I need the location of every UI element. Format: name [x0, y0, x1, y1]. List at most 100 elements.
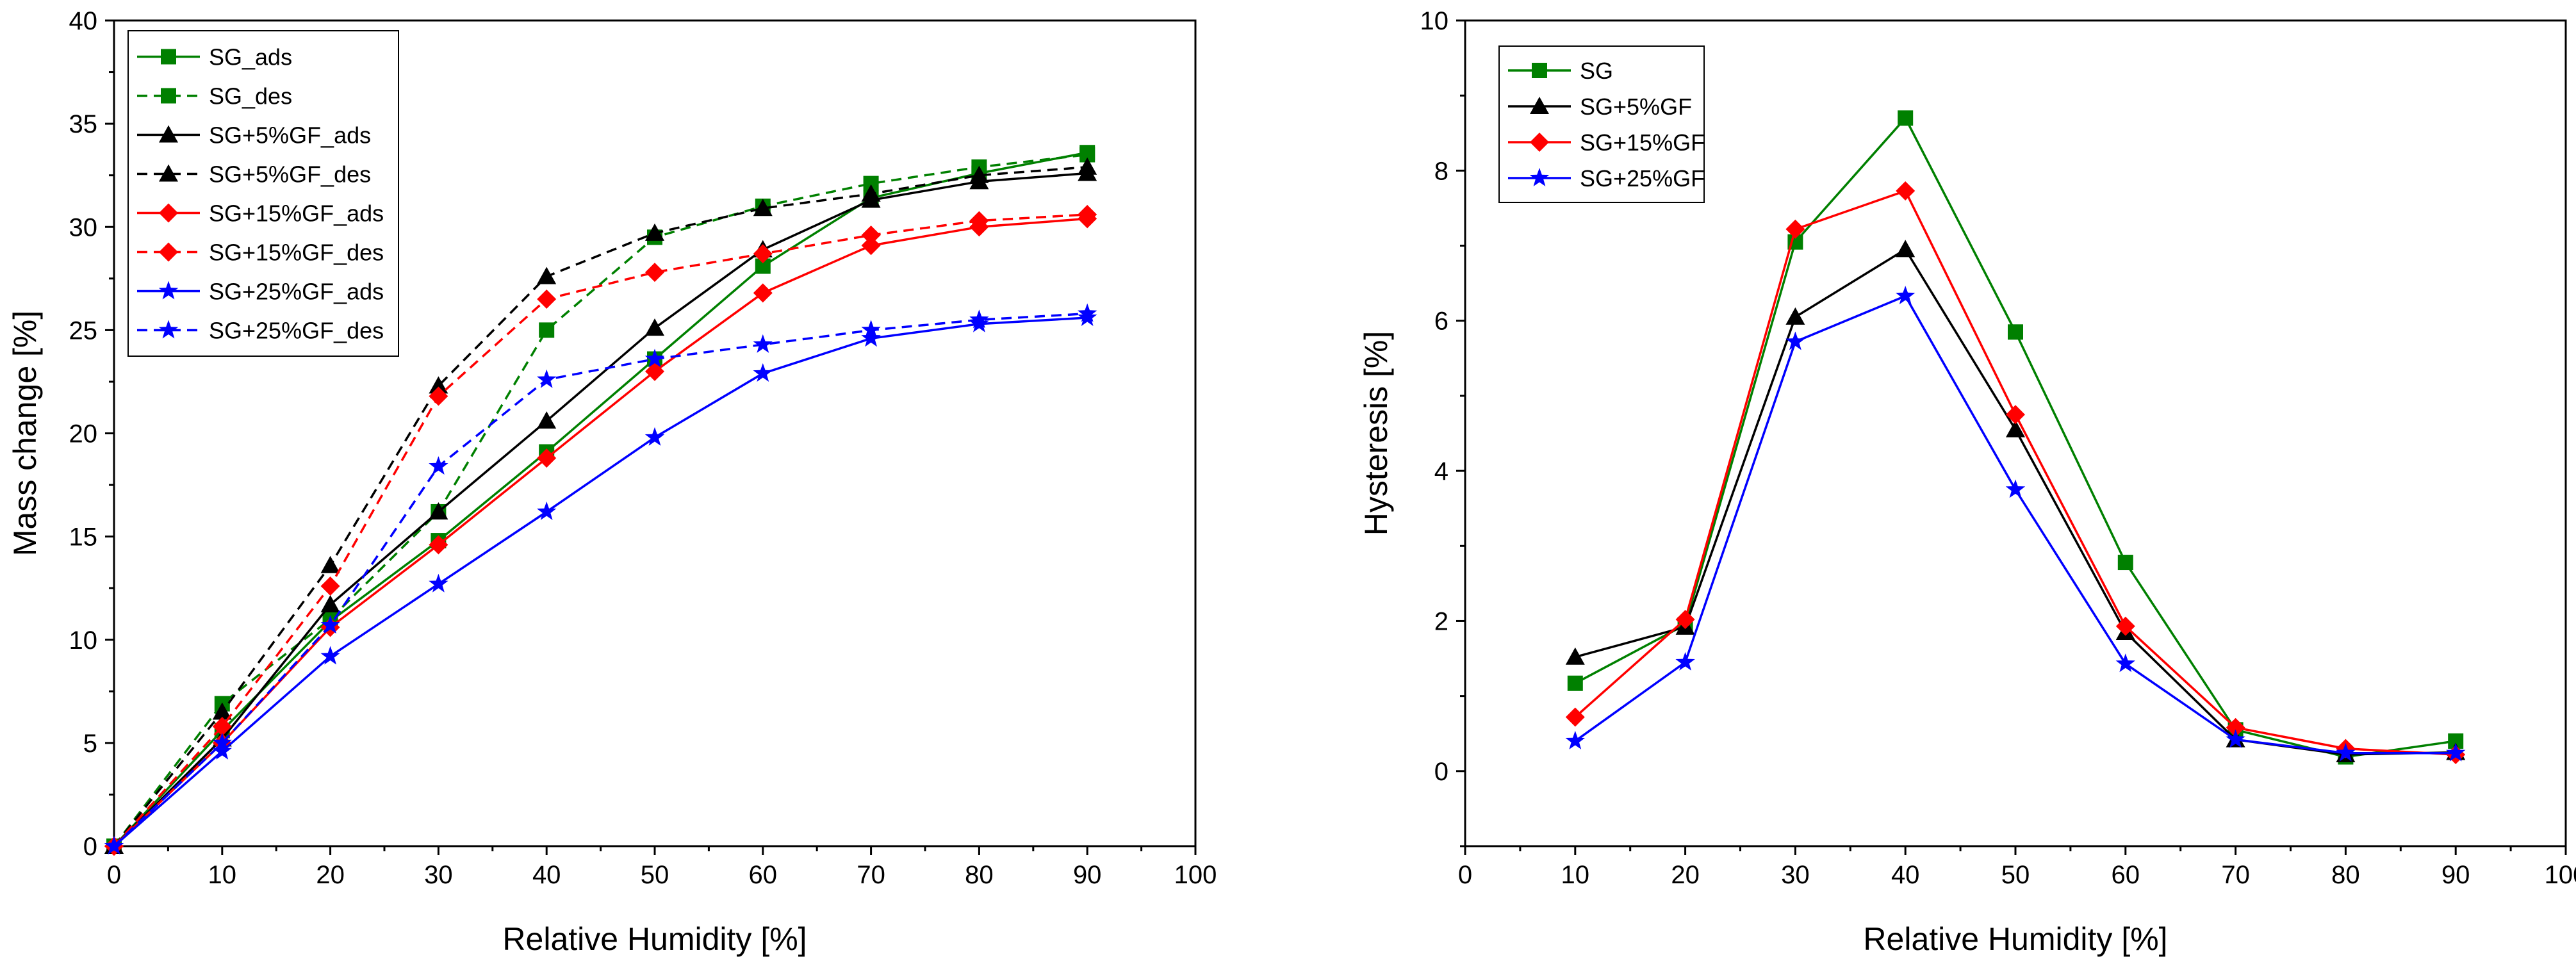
series-line-sg-5pctgf-ads — [113, 172, 1088, 847]
legend: SG SG+5%GF SG+15%GF SG+25%GF — [1498, 45, 1705, 203]
data-point-sg-15pctgf — [1785, 219, 1805, 239]
data-point-sg-5pctgf — [1896, 240, 1916, 258]
data-point-sg-25pctgf — [2005, 479, 2026, 498]
legend-marker-sg-5pctgf-des — [159, 164, 178, 182]
data-point-sg-5pctgf-ads — [429, 502, 448, 519]
data-point-sg-15pctgf-ads — [753, 283, 773, 303]
data-point-sg-25pctgf-des — [644, 348, 665, 368]
data-point-sg-25pctgf-ads — [644, 427, 665, 446]
series-line-sg-15pctgf — [1574, 189, 2456, 756]
data-point-sg-25pctgf — [2226, 729, 2245, 748]
legend: SG_ads SG_des SG+5%GF_ads SG+5%GF_des SG+15%… — [127, 30, 399, 357]
y-tick-label: 40 — [69, 7, 98, 35]
legend-label-sg-5pctgf: SG+5%GF — [1580, 94, 1692, 120]
legend-marker-sg-25pctgf-des — [158, 320, 179, 339]
data-point-sg-des — [539, 322, 555, 338]
data-point-sg-25pctgf — [1896, 286, 1916, 304]
x-tick-label: 50 — [2001, 861, 2030, 889]
data-point-sg-25pctgf-ads — [320, 646, 340, 665]
data-point-sg-25pctgf-ads — [861, 328, 881, 347]
data-point-sg-15pctgf-des — [537, 290, 557, 309]
legend-label-sg-25pctgf: SG+25%GF — [1580, 165, 1705, 192]
data-point-sg-25pctgf — [2336, 742, 2356, 762]
data-point-sg-25pctgf-ads — [212, 740, 232, 760]
legend-label-sg-15pctgf-des: SG+15%GF_des — [209, 240, 384, 266]
data-point-sg-25pctgf-ads — [753, 363, 773, 382]
y-tick-label: 10 — [69, 626, 98, 655]
legend-marker-sg-25pctgf-ads — [158, 281, 179, 300]
x-tick-label: 70 — [857, 861, 885, 889]
data-point-sg-5pctgf-ads — [645, 318, 664, 336]
series-sg-15pctgf — [1565, 181, 2466, 765]
data-point-sg-5pctgf-des — [861, 184, 881, 202]
y-tick-label: 20 — [69, 420, 98, 448]
data-point-sg-15pctgf — [2226, 717, 2245, 737]
series-line-sg-5pctgf-des — [113, 166, 1088, 847]
data-point-sg-15pctgf — [1565, 707, 1585, 727]
legend-label-sg-15pctgf-ads: SG+15%GF_ads — [209, 200, 384, 227]
y-tick-label: 0 — [83, 833, 97, 861]
legend-label-sg-15pctgf: SG+15%GF — [1580, 129, 1705, 156]
series-sg-25pctgf-des — [104, 303, 1097, 854]
data-point-sg-15pctgf-des — [753, 244, 773, 264]
data-point-sg-25pctgf — [2446, 742, 2466, 762]
x-tick-label: 60 — [749, 861, 778, 889]
legend-marker-sg-15pctgf-ads — [159, 203, 178, 223]
data-point-sg-25pctgf-ads — [429, 573, 448, 593]
x-tick-label: 90 — [2441, 861, 2470, 889]
data-point-sg-25pctgf-des — [969, 309, 989, 329]
data-point-sg-25pctgf-des — [212, 732, 232, 751]
data-point-sg — [2008, 324, 2023, 340]
data-point-sg-15pctgf-des — [861, 225, 881, 245]
legend-marker-sg-des — [161, 88, 176, 104]
data-point-sg-25pctgf — [1675, 651, 1695, 671]
data-point-sg-15pctgf — [2115, 616, 2135, 636]
series-line-sg — [1574, 116, 2456, 758]
data-point-sg-15pctgf-ads — [429, 535, 448, 555]
x-tick-label: 20 — [316, 861, 345, 889]
y-tick-label: 35 — [69, 110, 98, 138]
y-tick-label: 15 — [69, 523, 98, 552]
data-point-sg-15pctgf-ads — [861, 236, 881, 256]
data-point-sg-5pctgf-des — [969, 165, 989, 183]
y-tick-label: 2 — [1434, 607, 1448, 635]
x-tick-label: 40 — [532, 861, 561, 889]
data-point-sg-5pctgf-ads — [537, 411, 557, 429]
legend-marker-sg-15pctgf — [1530, 133, 1549, 152]
data-point-sg-15pctgf — [2006, 405, 2025, 425]
series-line-sg-des — [113, 153, 1088, 847]
legend-label-sg-5pctgf-des: SG+5%GF_des — [209, 161, 371, 188]
y-tick-label: 0 — [1434, 758, 1448, 786]
data-point-sg-15pctgf-des — [320, 576, 340, 596]
data-point-sg-5pctgf-ads — [320, 594, 340, 612]
legend-marker-sg-25pctgf — [1529, 168, 1550, 186]
data-point-sg-15pctgf — [1896, 181, 1916, 201]
data-point-sg-15pctgf-des — [429, 386, 448, 406]
data-point-sg-5pctgf-des — [645, 223, 664, 241]
data-point-sg-5pctgf — [1785, 307, 1805, 325]
data-point-sg-25pctgf-des — [753, 334, 773, 353]
legend-marker-sg-ads — [161, 49, 176, 65]
x-tick-label: 0 — [1458, 861, 1472, 889]
legend-label-sg-25pctgf-des: SG+25%GF_des — [209, 318, 384, 344]
x-tick-label: 100 — [1174, 861, 1217, 889]
data-point-sg-25pctgf — [2115, 653, 2135, 673]
y-axis-label: Hysteresis [%] — [1358, 331, 1394, 536]
x-tick-label: 10 — [208, 861, 237, 889]
data-point-sg-15pctgf-ads — [537, 448, 557, 468]
x-tick-label: 0 — [107, 861, 121, 889]
x-tick-label: 20 — [1671, 861, 1700, 889]
series-line-sg-25pctgf — [1574, 294, 2456, 755]
data-point-sg-25pctgf — [1565, 730, 1585, 749]
legend-label-sg: SG — [1580, 58, 1613, 84]
x-tick-label: 80 — [2331, 861, 2360, 889]
chart-2: 0 10 20 30 40 50 60 70 80 90 100 0 2 4 6 8 10 Relative Hu… — [1358, 7, 2576, 957]
data-point-sg-25pctgf-des — [104, 836, 124, 854]
data-point-sg-5pctgf-des — [753, 199, 773, 217]
legend-label-sg-ads: SG_ads — [209, 44, 292, 70]
y-tick-label: 30 — [69, 213, 98, 241]
legend-label-sg-des: SG_des — [209, 83, 292, 110]
x-tick-label: 40 — [1891, 861, 1920, 889]
data-point-sg-25pctgf-des — [429, 456, 448, 475]
x-axis-label: Relative Humidity [%] — [1863, 921, 2167, 957]
